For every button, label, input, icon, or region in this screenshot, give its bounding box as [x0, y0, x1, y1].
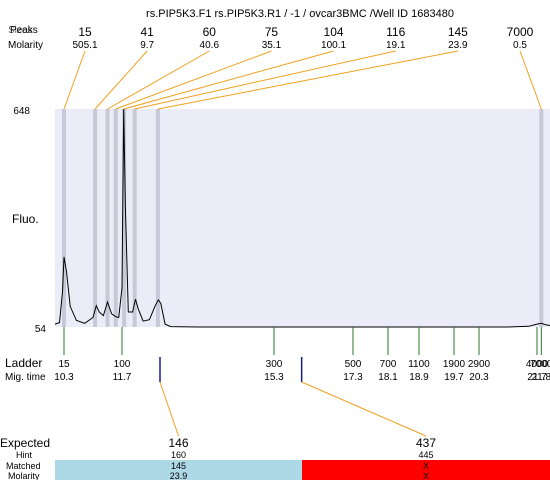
peak-molarity-label: 19.1 — [386, 40, 406, 51]
ladder-label: Ladder — [5, 356, 42, 370]
ladder-time-label: 17.3 — [343, 372, 363, 383]
matched-value: 145 — [171, 461, 186, 471]
hint-value: 160 — [171, 450, 186, 460]
peak-bands — [62, 109, 544, 327]
peak-molarity-label: 35.1 — [262, 40, 282, 51]
ladder-time-label: 21.8 — [532, 372, 550, 383]
peak-size-label: 116 — [386, 25, 405, 39]
ladder-time-label: 20.3 — [469, 372, 489, 383]
peak-leader-line — [519, 50, 542, 110]
hint-label: Hint — [16, 450, 33, 460]
peak-band — [113, 109, 118, 327]
fluorescence-trace — [54, 108, 550, 328]
matched-label: Matched — [6, 461, 41, 471]
matched-molarity-label: Molarity — [8, 471, 40, 480]
peak-leader-lines — [63, 50, 542, 110]
ladder-size-label: 700 — [380, 359, 397, 370]
ladder-size-label: 15 — [58, 359, 70, 370]
peak-band — [122, 109, 127, 327]
peak-size-label: 15 — [78, 25, 92, 39]
ladder-size-label: 7000 — [530, 359, 550, 370]
ladder-time-label: 10.3 — [54, 372, 74, 383]
ladder-time-label: 18.9 — [409, 372, 429, 383]
y-tick-bottom: 54 — [35, 324, 47, 335]
expected-label: Expected — [0, 436, 50, 450]
peak-size-label: 145 — [448, 25, 468, 39]
ladder-time-label: 18.1 — [378, 372, 398, 383]
peak-leader-line — [107, 50, 210, 110]
ladder-size-label: 300 — [266, 359, 283, 370]
peak-size-label: 7000 — [507, 25, 534, 39]
peak-molarity-label: 9.7 — [140, 40, 154, 51]
ladder-size-label: 2900 — [468, 359, 491, 370]
expected-size: 146 — [168, 436, 188, 450]
plot-area — [55, 109, 550, 327]
peak-band — [93, 109, 98, 327]
peak-molarity-label: 23.9 — [448, 40, 468, 51]
peak-size-label: 104 — [324, 25, 344, 39]
sizes-row-label-overlap: Sizes — [8, 25, 32, 36]
ladder-size-label: 1900 — [443, 359, 466, 370]
ladder-time-label: 19.7 — [444, 372, 464, 383]
hint-value: 445 — [418, 450, 433, 460]
peak-band — [155, 109, 160, 327]
ladder-size-label: 100 — [114, 359, 131, 370]
y-tick-top: 648 — [13, 106, 30, 117]
sizes-row-label: Peaks — [10, 25, 38, 36]
ladder-size-label: 1100 — [408, 359, 430, 370]
expected-leader-line — [301, 381, 427, 437]
ladder-ticks: 15 10.3 100 11.7 300 15.3 500 17.3 700 18.1 1100 18… — [54, 327, 550, 383]
matched-value: X — [423, 461, 429, 471]
peak-size-label: 41 — [140, 25, 154, 39]
molarity-row-label: Molarity — [8, 40, 43, 51]
migtime-label: Mig. time — [5, 372, 46, 383]
peak-band — [105, 109, 110, 327]
peak-leader-line — [63, 50, 86, 110]
matched-molarity-value: 23.9 — [170, 471, 188, 480]
chart-title: rs.PIP5K3.F1 rs.PIP5K3.R1 / -1 / ovcar3B… — [146, 8, 454, 20]
expected-leader-line — [159, 381, 179, 437]
peak-molarity-label: 0.5 — [513, 40, 527, 51]
peak-band — [539, 109, 544, 327]
peak-size-label: 60 — [203, 25, 217, 39]
peak-leader-line — [134, 50, 396, 110]
matched-molarity-value: X — [423, 471, 429, 480]
ladder-time-label: 11.7 — [113, 372, 132, 383]
peak-band — [132, 109, 137, 327]
ladder-time-label: 21.7 — [527, 372, 547, 383]
peak-band — [62, 109, 66, 327]
peak-leader-line — [94, 50, 148, 110]
peak-molarity-label: 505.1 — [72, 40, 97, 51]
peak-leader-line — [123, 50, 334, 110]
ladder-time-label: 15.3 — [264, 372, 284, 383]
match-status-cell — [302, 460, 550, 480]
peak-molarity-label: 40.6 — [200, 40, 220, 51]
expected-size: 437 — [416, 436, 436, 450]
match-status-cell — [55, 460, 302, 480]
y-axis-label: Fluo. — [12, 212, 39, 226]
peak-leader-line — [157, 50, 458, 110]
peak-molarity-label: 100.1 — [321, 40, 346, 51]
peak-leader-line — [115, 50, 272, 110]
ladder-size-label: 500 — [345, 359, 362, 370]
peak-size-label: 75 — [265, 25, 279, 39]
ladder-size-label: 4000 — [526, 359, 549, 370]
